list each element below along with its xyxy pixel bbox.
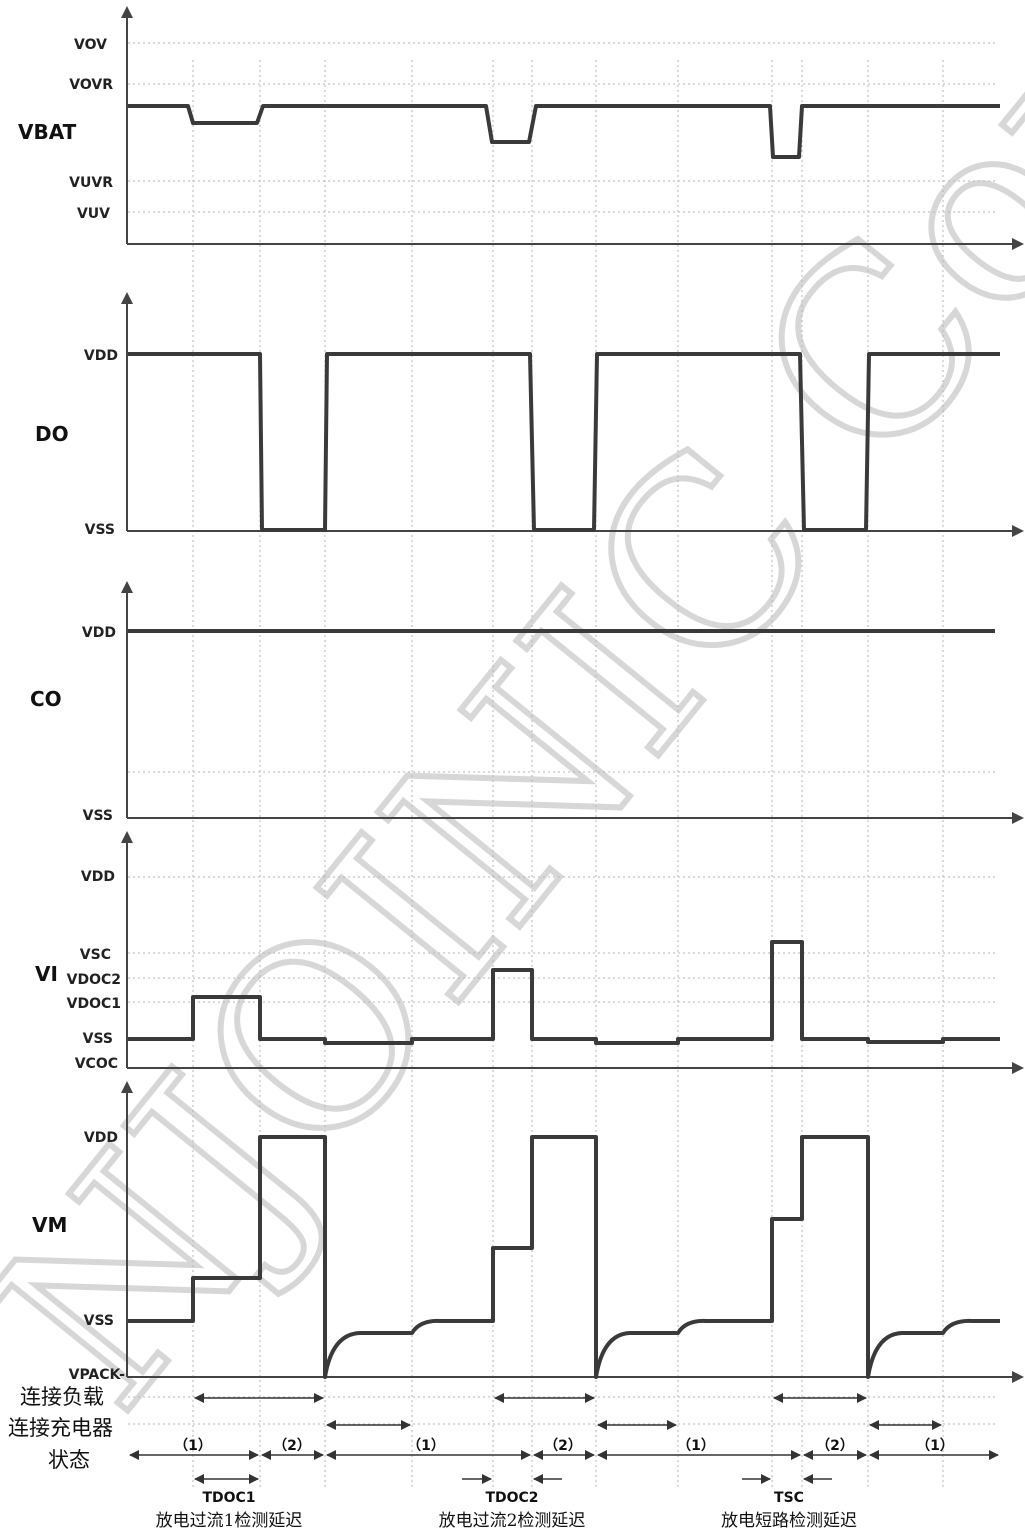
phase-label: （1） [174, 1438, 212, 1454]
vm-level-vpack: VPACK- [69, 1367, 126, 1383]
vi-signal-label: VI [35, 962, 58, 986]
vi-level-vcoc: VCOC [75, 1056, 118, 1072]
vi-level-vss: VSS [83, 1031, 113, 1047]
tsc-label: TSC [774, 1490, 804, 1506]
vm-waveform [128, 1135, 1000, 1379]
vm-signal-label: VM [32, 1213, 67, 1237]
phase-label: （2） [816, 1438, 854, 1454]
vi-level-vdoc2: VDOC2 [67, 972, 121, 988]
row-label-charger: 连接充电器 [8, 1416, 113, 1440]
vbat-level-vuv: VUV [77, 206, 110, 222]
co-level-vss: VSS [83, 808, 113, 824]
vi-level-vdoc1: VDOC1 [67, 996, 121, 1012]
do-signal-label: DO [35, 422, 69, 446]
tdoc2-caption: 放电过流2检测延迟 [439, 1511, 586, 1531]
tsc-caption: 放电短路检测延迟 [721, 1511, 857, 1531]
vm-level-vdd: VDD [84, 1130, 118, 1146]
vbat-level-vuvr: VUVR [69, 175, 113, 191]
row-label-state: 状态 [48, 1448, 90, 1472]
co-signal-label: CO [30, 687, 62, 711]
do-level-vdd: VDD [84, 348, 118, 364]
vi-waveform [128, 940, 1000, 1045]
phase-label: （2） [273, 1438, 311, 1454]
tdoc1-label: TDOC1 [202, 1490, 255, 1506]
vi-level-vdd: VDD [81, 869, 115, 885]
vbat-waveform [128, 104, 1000, 159]
vm-level-vss: VSS [84, 1313, 114, 1329]
vi-level-vsc: VSC [80, 947, 111, 963]
do-waveform [128, 352, 1000, 532]
phase-label: （1） [677, 1438, 715, 1454]
do-level-vss: VSS [85, 522, 115, 538]
phase-label: （1） [916, 1438, 954, 1454]
co-level-vdd: VDD [82, 625, 116, 641]
tdoc1-caption: 放电过流1检测延迟 [156, 1511, 303, 1531]
axes [121, 6, 1024, 1383]
phase-label: （2） [544, 1438, 582, 1454]
vbat-level-vov: VOV [74, 37, 107, 53]
vbat-signal-label: VBAT [18, 120, 77, 144]
vbat-level-vovr: VOVR [69, 77, 113, 93]
phase-label: （1） [407, 1438, 445, 1454]
row-label-load: 连接负载 [20, 1385, 104, 1409]
watermark: NJOINIC Corp [0, 0, 1025, 1460]
tdoc2-label: TDOC2 [485, 1490, 538, 1506]
